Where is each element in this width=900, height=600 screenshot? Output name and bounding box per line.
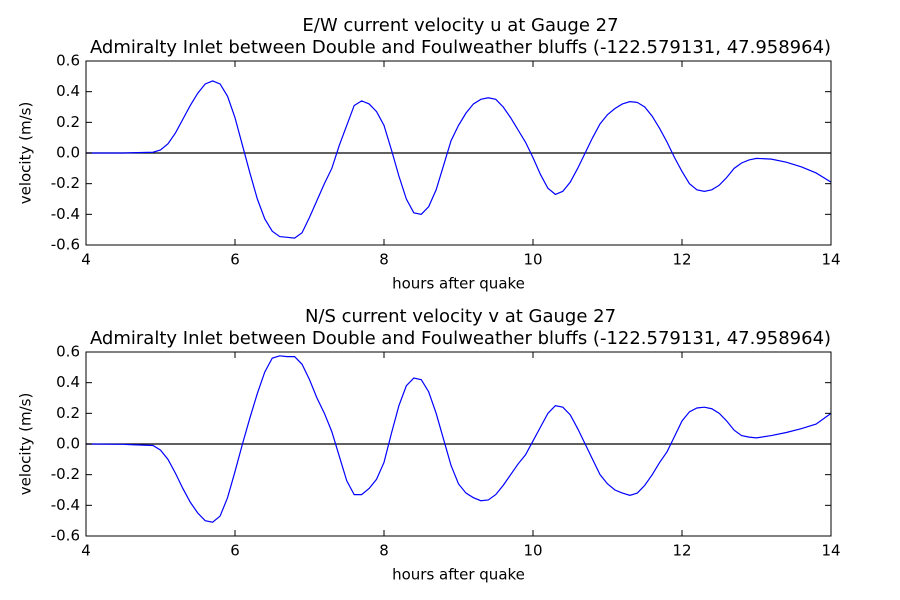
y-tick-label: 0.2 — [56, 404, 80, 422]
axes-frame — [85, 351, 832, 537]
y-tick-label: 0.6 — [56, 343, 80, 361]
x-tick-label: 6 — [230, 251, 240, 269]
chart-subtitle: Admiralty Inlet between Double and Foulw… — [90, 37, 831, 58]
y-tick-label: -0.2 — [51, 465, 80, 483]
x-tick-label: 4 — [81, 251, 91, 269]
y-tick-label: -0.6 — [51, 527, 80, 545]
chart-title: N/S current velocity v at Gauge 27 — [305, 306, 616, 327]
x-tick-label: 10 — [523, 251, 542, 269]
y-tick-label: 0.4 — [56, 373, 80, 391]
x-tick-label: 12 — [672, 542, 691, 560]
x-tick-label: 12 — [672, 251, 691, 269]
y-tick-label: -0.6 — [51, 236, 80, 254]
chart-subtitle: Admiralty Inlet between Double and Foulw… — [90, 328, 831, 349]
data-line — [86, 80, 832, 239]
x-tick-label: 8 — [379, 542, 389, 560]
x-axis-label: hours after quake — [392, 566, 525, 584]
y-axis-label: velocity (m/s) — [17, 393, 35, 496]
x-tick-label: 6 — [230, 542, 240, 560]
y-tick-label: -0.4 — [51, 496, 80, 514]
x-axis-label: hours after quake — [392, 275, 525, 293]
y-tick-label: -0.2 — [51, 174, 80, 192]
y-tick-label: 0.4 — [56, 82, 80, 100]
y-tick-label: 0.0 — [56, 144, 80, 162]
y-tick-label: 0.2 — [56, 113, 80, 131]
chart-title: E/W current velocity u at Gauge 27 — [302, 15, 618, 36]
x-tick-label: 4 — [81, 542, 91, 560]
x-tick-label: 8 — [379, 251, 389, 269]
axes-frame — [85, 60, 832, 246]
y-tick-label: 0.0 — [56, 435, 80, 453]
x-tick-label: 14 — [821, 542, 840, 560]
x-tick-label: 10 — [523, 542, 542, 560]
y-tick-label: -0.4 — [51, 205, 80, 223]
x-tick-label: 14 — [821, 251, 840, 269]
y-axis-label: velocity (m/s) — [17, 102, 35, 205]
y-tick-label: 0.6 — [56, 52, 80, 70]
data-line — [85, 355, 832, 523]
